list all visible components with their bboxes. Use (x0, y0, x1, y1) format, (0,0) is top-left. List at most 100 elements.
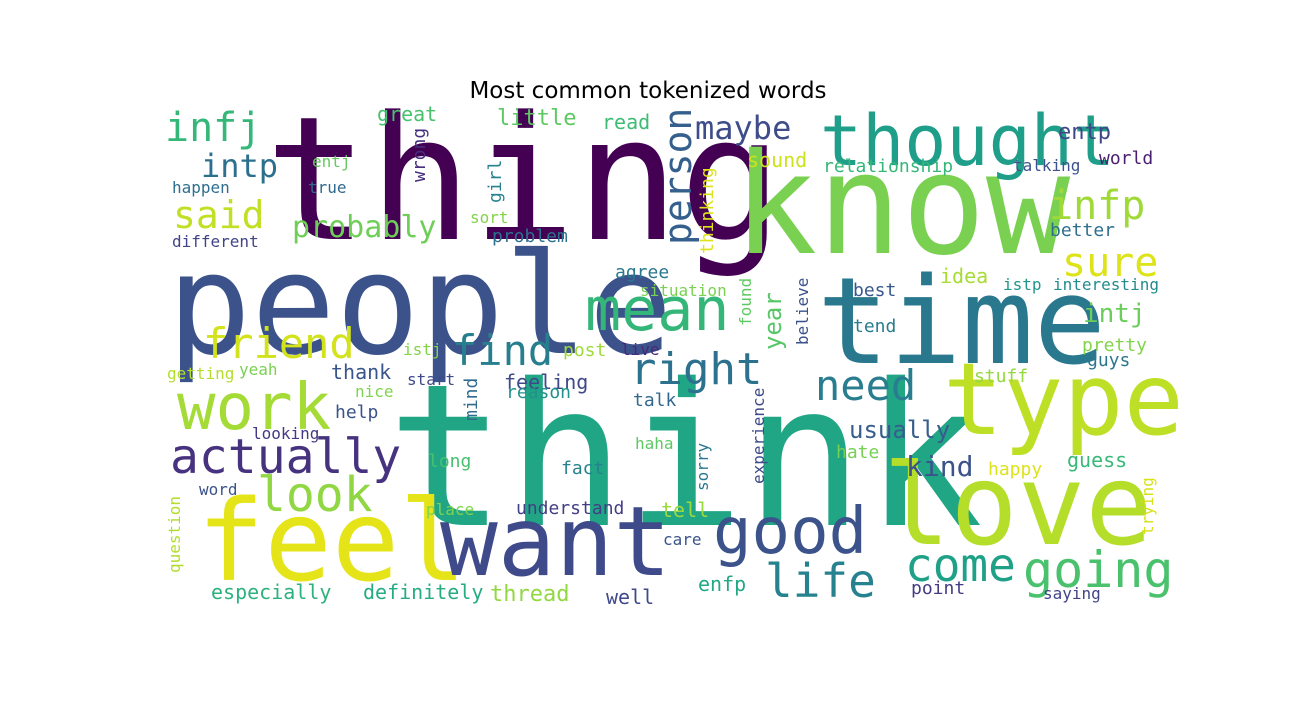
word-nice: nice (355, 382, 394, 401)
word-better: better (1050, 220, 1116, 241)
word-tell: tell (661, 498, 710, 522)
word-infp: infp (1049, 183, 1146, 229)
word-intp: intp (201, 147, 279, 185)
word-definitely: definitely (363, 580, 484, 604)
word-find: find (452, 326, 554, 375)
word-people: people (167, 224, 673, 387)
word-enfp: enfp (698, 572, 747, 596)
word-usually: usually (849, 416, 951, 444)
word-thought: thought (820, 100, 1116, 182)
word-world: world (1099, 148, 1154, 169)
word-istp: istp (1003, 275, 1042, 294)
word-looking: looking (252, 424, 320, 443)
word-entj: entj (312, 152, 351, 171)
word-istj: istj (403, 340, 442, 359)
word-feel: feel (197, 477, 467, 607)
word-want: want (440, 486, 672, 598)
word-talking: talking (1013, 156, 1081, 175)
word-sorry: sorry (693, 442, 712, 491)
word-thread: thread (490, 582, 570, 607)
word-true: true (308, 178, 347, 197)
word-mind: mind (461, 377, 482, 422)
word-work: work (177, 371, 332, 445)
word-probably: probably (292, 210, 437, 245)
word-hate: hate (836, 442, 880, 463)
word-yeah: yeah (239, 360, 278, 379)
word-know: know (733, 124, 1071, 287)
word-good: good (713, 495, 868, 569)
word-going: going (1023, 541, 1174, 599)
word-guys: guys (1087, 350, 1131, 371)
word-mean: mean (585, 275, 730, 345)
word-cloud: thing people think know time type love feel want… (165, 94, 1184, 608)
word-interesting: interesting (1053, 275, 1159, 294)
word-care: care (663, 530, 702, 549)
word-situation: situation (640, 281, 727, 300)
word-stuff: stuff (974, 366, 1029, 387)
word-friend: friend (203, 319, 355, 368)
word-life: life (765, 554, 876, 608)
word-tend: tend (853, 316, 897, 337)
word-haha: haha (635, 434, 674, 453)
word-different: different (172, 232, 259, 251)
word-person: person (656, 107, 700, 245)
word-relationship: relationship (823, 156, 954, 177)
word-guess: guess (1067, 448, 1128, 472)
word-sure: sure (1062, 240, 1159, 286)
word-point: point (911, 578, 966, 599)
word-said: said (173, 193, 265, 237)
word-actually: actually (170, 429, 402, 485)
word-getting: getting (167, 364, 235, 383)
word-word: word (199, 480, 238, 499)
word-happy: happy (988, 459, 1043, 480)
word-reason: reason (506, 382, 572, 403)
word-feeling: feeling (504, 370, 589, 394)
word-right: right (630, 344, 763, 395)
word-love: love (883, 441, 1153, 571)
word-great: great (377, 102, 438, 126)
word-happen: happen (172, 178, 230, 197)
word-intj: intj (1083, 299, 1146, 329)
word-girl: girl (485, 159, 506, 204)
word-believe: believe (793, 277, 812, 346)
word-think: think (387, 341, 984, 572)
word-experience: experience (749, 387, 768, 484)
word-sort: sort (470, 208, 509, 227)
word-understand: understand (516, 498, 625, 519)
word-thank: thank (331, 360, 392, 384)
word-start: start (407, 370, 456, 389)
word-agree: agree (615, 262, 670, 283)
word-place: place (426, 500, 475, 519)
word-long: long (428, 451, 472, 472)
word-trying: trying (1138, 476, 1157, 535)
word-maybe: maybe (695, 109, 792, 147)
word-need: need (815, 361, 917, 410)
word-look: look (257, 467, 373, 523)
word-thing: thing (265, 79, 783, 280)
word-thinking: thinking (697, 167, 718, 255)
word-problem: problem (492, 226, 568, 247)
word-sound: sound (747, 148, 808, 172)
word-time: time (817, 253, 1106, 392)
word-infj: infj (165, 105, 262, 151)
word-help: help (335, 402, 379, 423)
word-question: question (165, 495, 184, 573)
word-talk: talk (633, 390, 677, 411)
word-saying: saying (1043, 584, 1101, 603)
word-come: come (905, 538, 1016, 592)
word-post: post (563, 340, 607, 361)
word-year: year (759, 291, 787, 350)
word-idea: idea (940, 264, 989, 288)
word-type: type (943, 341, 1184, 458)
word-little: little (497, 106, 577, 131)
word-entp: entp (1058, 120, 1111, 145)
word-best: best (853, 280, 897, 301)
word-especially: especially (211, 580, 332, 604)
word-fact: fact (561, 458, 605, 479)
word-kind: kind (906, 450, 974, 483)
word-found: found (736, 277, 755, 326)
chart-title: Most common tokenized words (469, 78, 827, 104)
word-read: read (602, 110, 651, 134)
word-wrong: wrong (409, 127, 430, 182)
word-live: live (621, 340, 660, 359)
